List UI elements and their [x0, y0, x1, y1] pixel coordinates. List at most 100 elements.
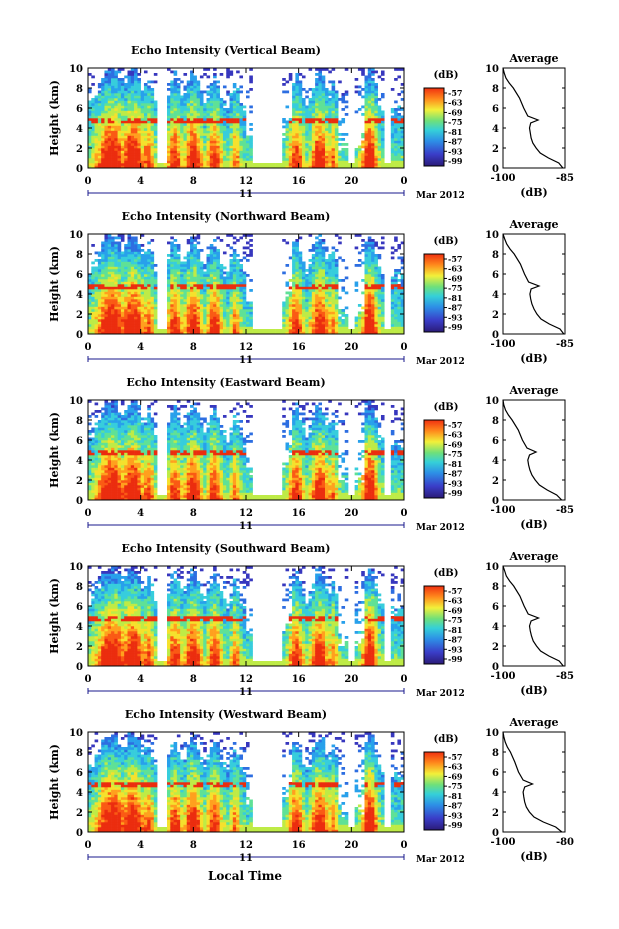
echo-cell: [186, 284, 191, 287]
echo-cell: [219, 294, 224, 297]
echo-cell: [318, 73, 323, 76]
echo-cell: [130, 316, 135, 320]
echo-cell: [394, 115, 398, 119]
echo-cell: [167, 95, 171, 99]
echo-cell: [183, 331, 188, 335]
echo-cell: [377, 148, 382, 151]
echo-cell: [219, 105, 224, 109]
echo-cell: [213, 155, 217, 159]
echo-cell: [183, 261, 188, 265]
echo-cell: [282, 329, 286, 332]
echo-cell: [88, 73, 92, 76]
echo-cell: [325, 326, 329, 330]
echo-cell: [183, 138, 188, 141]
echo-cell: [219, 321, 224, 325]
echo-cell: [134, 133, 138, 136]
echo-cell: [331, 254, 336, 257]
echo-cell: [91, 309, 95, 312]
echo-cell: [301, 88, 306, 91]
echo-cell: [114, 281, 118, 285]
echo-cell: [219, 309, 224, 312]
echo-cell: [341, 158, 346, 161]
echo-cell: [170, 155, 174, 159]
echo-cell: [137, 279, 141, 282]
echo-cell: [104, 306, 109, 310]
echo-cell: [130, 158, 135, 161]
echo-cell: [229, 98, 234, 101]
echo-cell: [288, 311, 293, 315]
echo-cell: [328, 150, 332, 154]
echo-cell: [305, 301, 309, 305]
echo-cell: [374, 145, 378, 149]
echo-cell: [242, 304, 247, 307]
echo-cell: [206, 108, 211, 111]
echo-cell: [196, 306, 201, 310]
echo-cell: [206, 145, 211, 149]
echo-cell: [124, 324, 128, 327]
echo-cell: [318, 284, 323, 287]
echo-cell: [328, 153, 332, 156]
echo-cell: [186, 118, 191, 121]
echo-cell: [111, 261, 115, 265]
echo-cell: [101, 130, 105, 134]
echo-cell: [311, 103, 316, 106]
echo-cell: [107, 306, 112, 310]
echo-cell: [196, 103, 201, 106]
echo-cell: [371, 274, 375, 277]
echo-cell: [183, 306, 188, 310]
echo-cell: [120, 165, 125, 169]
echo-cell: [114, 125, 118, 129]
echo-cell: [236, 98, 240, 101]
echo-cell: [127, 103, 132, 106]
echo-cell: [176, 254, 181, 257]
echo-cell: [311, 306, 316, 310]
echo-cell: [190, 309, 194, 312]
echo-cell: [371, 143, 375, 146]
echo-cell: [111, 75, 115, 79]
echo-cell: [325, 324, 329, 327]
echo-cell: [153, 286, 158, 290]
echo-cell: [318, 78, 323, 81]
echo-cell: [163, 329, 168, 332]
echo-cell: [186, 120, 191, 124]
echo-cell: [272, 329, 276, 332]
echo-cell: [364, 279, 369, 282]
echo-cell: [186, 289, 191, 292]
echo-cell: [183, 165, 188, 169]
echo-cell: [153, 143, 158, 146]
echo-cell: [176, 246, 181, 250]
echo-cell: [153, 271, 158, 275]
echo-cell: [311, 98, 316, 101]
echo-cell: [216, 331, 220, 335]
echo-cell: [321, 98, 326, 101]
echo-cell: [242, 138, 247, 141]
echo-cell: [285, 296, 290, 300]
echo-cell: [206, 110, 211, 114]
echo-cell: [94, 286, 99, 290]
echo-cell: [315, 301, 319, 305]
echo-cell: [315, 158, 319, 161]
echo-cell: [111, 324, 115, 327]
echo-cell: [292, 319, 296, 322]
echo-cell: [239, 135, 244, 139]
echo-cell: [232, 165, 237, 169]
echo-cell: [140, 311, 145, 315]
echo-cell: [239, 326, 244, 330]
echo-cell: [295, 95, 299, 99]
echo-cell: [114, 306, 118, 310]
echo-cell: [229, 259, 234, 262]
echo-cell: [209, 150, 214, 154]
echo-cell: [374, 165, 378, 169]
echo-cell: [311, 266, 316, 270]
echo-cell: [127, 296, 132, 300]
echo-cell: [94, 314, 99, 317]
echo-cell: [380, 133, 385, 136]
echo-cell: [325, 274, 329, 277]
echo-cell: [140, 269, 145, 272]
echo-cell: [285, 165, 290, 169]
echo-cell: [170, 324, 174, 327]
echo-cell: [130, 239, 135, 242]
echo-cell: [315, 115, 319, 119]
echo-cell: [104, 100, 109, 104]
echo-cell: [226, 281, 230, 285]
